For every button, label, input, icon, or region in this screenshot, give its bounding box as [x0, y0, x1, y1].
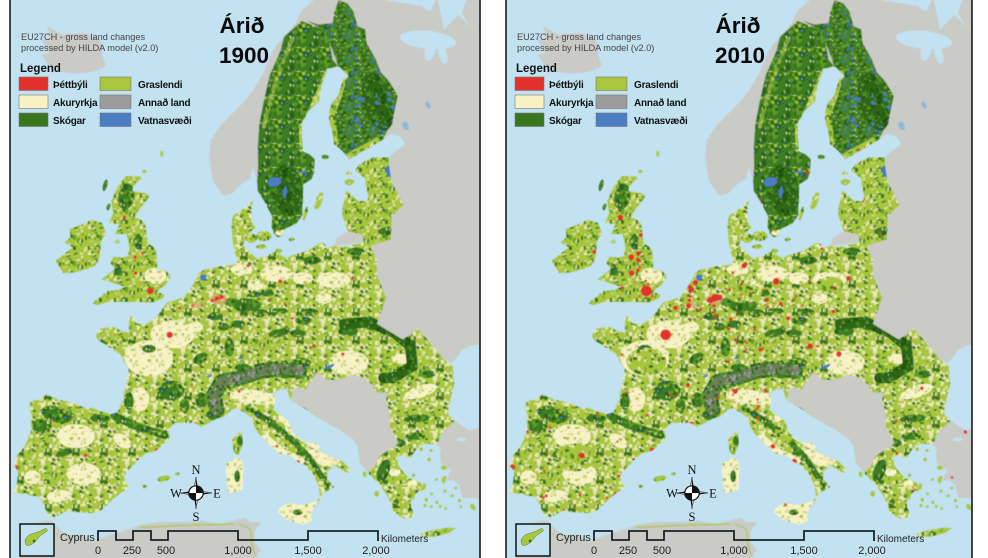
svg-text:1,500: 1,500 [294, 545, 322, 557]
svg-text:Kilometers: Kilometers [877, 534, 924, 545]
svg-text:N: N [687, 463, 696, 477]
svg-text:2010: 2010 [715, 43, 765, 68]
svg-text:Kilometers: Kilometers [381, 534, 428, 545]
svg-text:Akuryrkja: Akuryrkja [53, 98, 98, 109]
svg-text:2,000: 2,000 [858, 545, 886, 557]
svg-text:1,000: 1,000 [224, 545, 252, 557]
svg-text:Þéttbýli: Þéttbýli [549, 80, 584, 91]
svg-text:Vatnasvæði: Vatnasvæði [634, 115, 688, 127]
svg-text:W: W [666, 487, 678, 501]
svg-text:processed by HILDA model (v2.0: processed by HILDA model (v2.0) [21, 43, 158, 53]
svg-text:1,500: 1,500 [790, 545, 818, 557]
svg-text:S: S [193, 510, 200, 524]
svg-text:Skógar: Skógar [549, 116, 582, 127]
svg-text:500: 500 [157, 545, 175, 557]
svg-text:N: N [191, 463, 200, 477]
svg-text:processed by HILDA model (v2.0: processed by HILDA model (v2.0) [517, 43, 654, 53]
svg-text:Vatnasvæði: Vatnasvæði [138, 115, 192, 127]
svg-text:Graslendi: Graslendi [138, 80, 183, 91]
svg-text:EU27CH - gross land changes: EU27CH - gross land changes [517, 32, 642, 42]
svg-text:250: 250 [123, 545, 141, 557]
svg-text:250: 250 [619, 545, 637, 557]
svg-text:500: 500 [653, 545, 671, 557]
svg-text:EU27CH - gross land changes: EU27CH - gross land changes [21, 32, 146, 42]
svg-text:Skógar: Skógar [53, 116, 86, 127]
svg-text:1900: 1900 [219, 43, 269, 68]
svg-text:S: S [689, 510, 696, 524]
svg-text:E: E [213, 487, 221, 501]
svg-text:E: E [709, 487, 717, 501]
svg-text:Cyprus: Cyprus [60, 532, 95, 544]
svg-text:Legend: Legend [516, 63, 557, 75]
svg-text:Annað land: Annað land [138, 97, 191, 109]
svg-text:Þéttbýli: Þéttbýli [53, 80, 88, 91]
svg-text:Legend: Legend [20, 63, 61, 75]
svg-text:1,000: 1,000 [720, 545, 748, 557]
svg-text:0: 0 [95, 545, 101, 557]
svg-text:Akuryrkja: Akuryrkja [549, 98, 594, 109]
svg-text:0: 0 [591, 545, 597, 557]
svg-text:Árið: Árið [220, 13, 265, 38]
svg-text:Annað land: Annað land [634, 97, 687, 109]
svg-text:Cyprus: Cyprus [556, 532, 591, 544]
svg-text:Árið: Árið [716, 13, 761, 38]
svg-text:2,000: 2,000 [362, 545, 390, 557]
svg-text:Graslendi: Graslendi [634, 80, 679, 91]
svg-text:W: W [170, 487, 182, 501]
